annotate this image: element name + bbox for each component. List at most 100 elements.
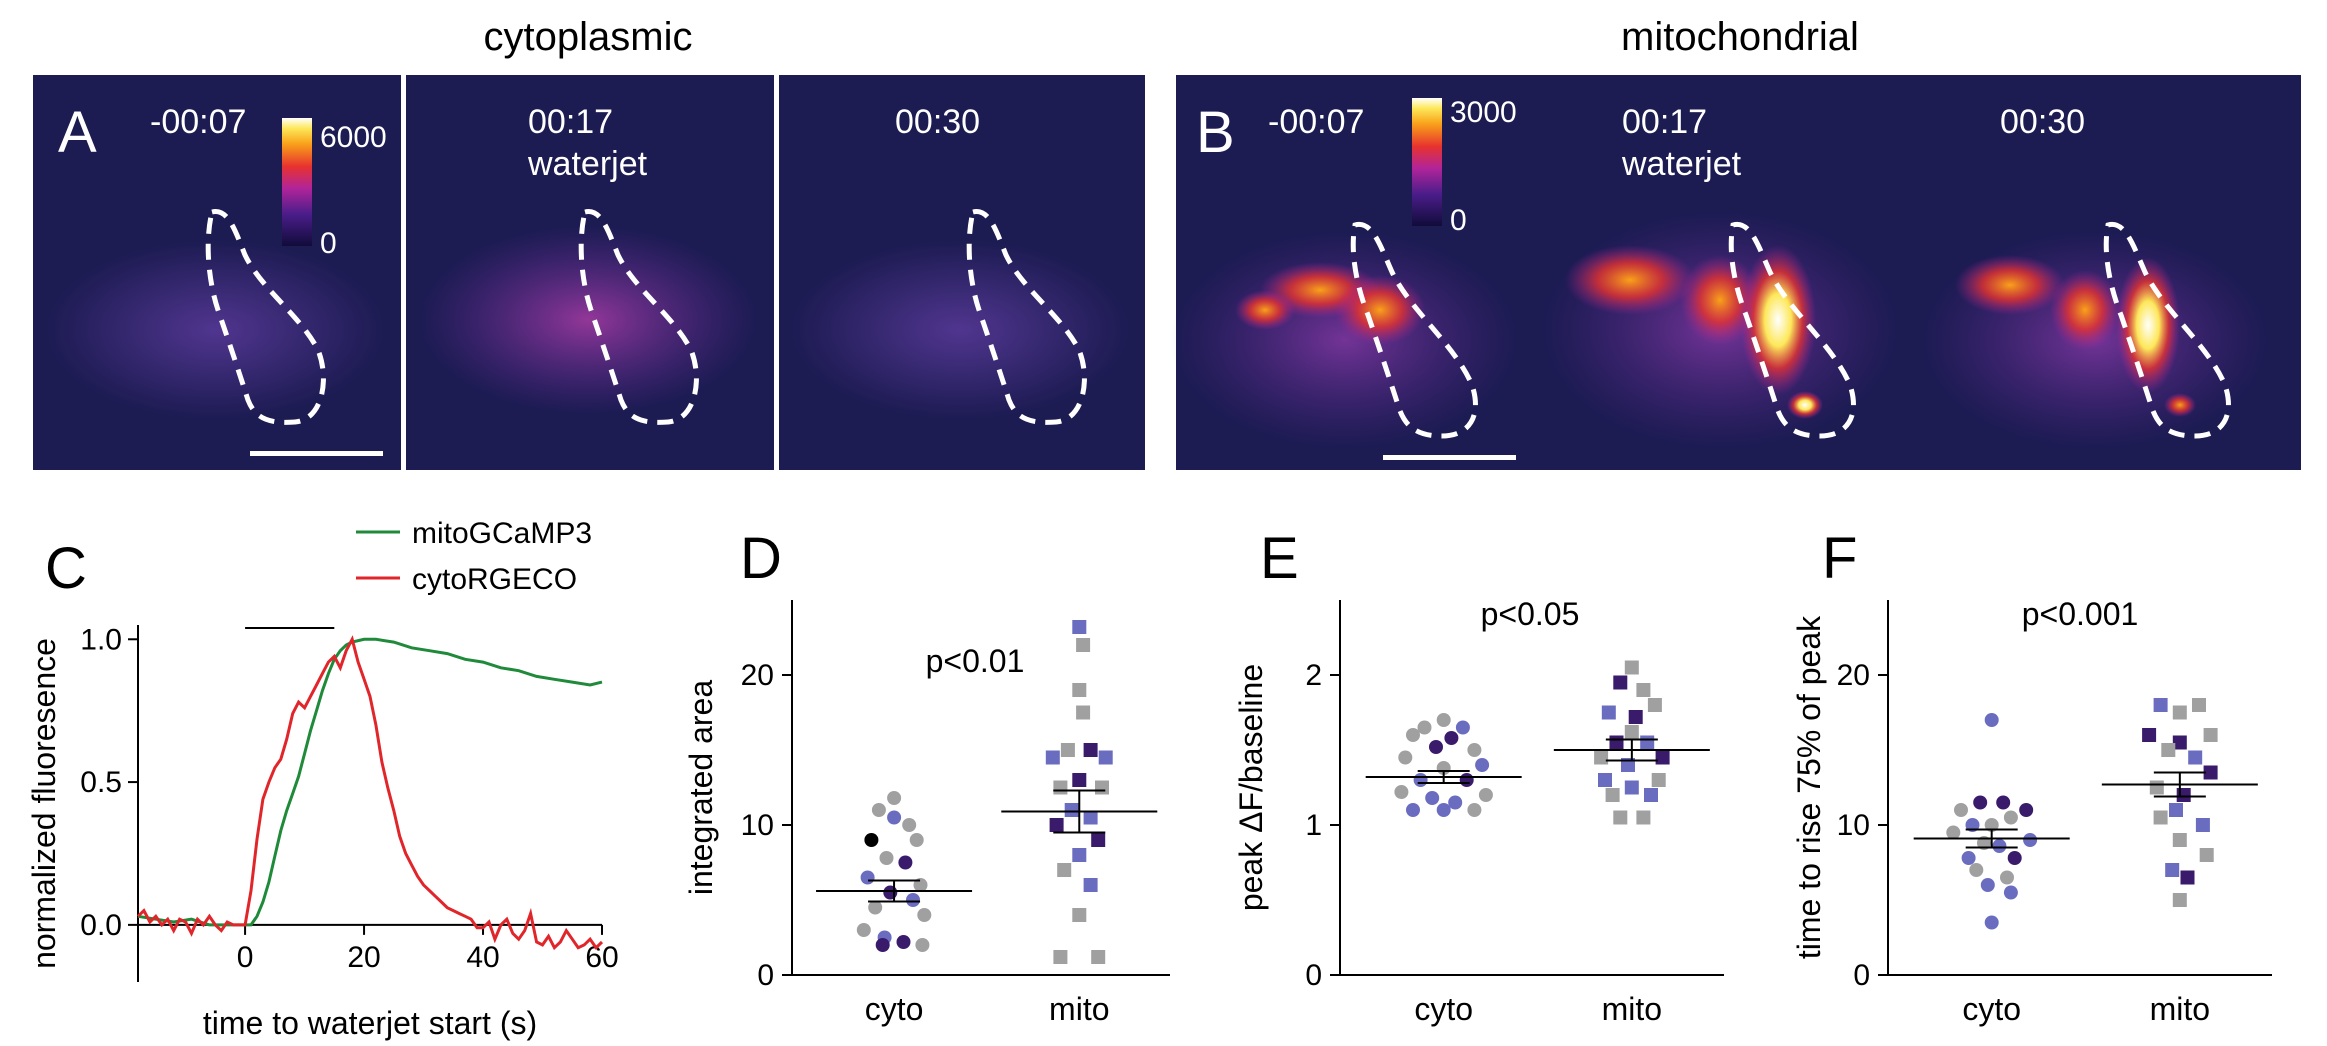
data-point xyxy=(1413,773,1428,787)
data-point xyxy=(1647,698,1662,712)
data-point xyxy=(2203,765,2218,780)
data-point xyxy=(1083,878,1098,892)
y-tick-label: 0 xyxy=(1853,959,1870,992)
data-point xyxy=(2172,833,2187,847)
data-point xyxy=(871,803,886,817)
data-point xyxy=(887,810,902,825)
data-point xyxy=(2003,885,2018,900)
data-point xyxy=(2142,728,2157,742)
data-point xyxy=(1072,620,1087,634)
panel-e: E 0 1 2 cyto mito p<0.05 peak ΔF/baseline xyxy=(1233,526,1724,1027)
panel-letter-c: C xyxy=(45,536,87,601)
data-point xyxy=(1992,839,2007,853)
data-point xyxy=(879,851,894,865)
data-point xyxy=(2199,848,2214,862)
category-label: cyto xyxy=(1962,991,2021,1027)
category-label: cyto xyxy=(1414,991,1473,1027)
data-point xyxy=(2176,788,2191,802)
line-chart: 0.0 0.5 1.0 0 20 40 60 time to waterjet start (… xyxy=(26,623,619,1041)
data-point xyxy=(1467,743,1482,757)
x-tick-label: 40 xyxy=(466,941,499,974)
data-point xyxy=(1406,803,1420,817)
data-point xyxy=(1969,863,1984,877)
panel-f: F 0 10 20 cyto mito p<0.001 time to rise 75% o… xyxy=(1791,526,2272,1027)
data-point xyxy=(1072,683,1087,697)
cell-outline-dashed xyxy=(1728,221,1856,439)
mito-hotspot xyxy=(1680,255,1760,345)
title-cytoplasmic: cytoplasmic xyxy=(484,15,693,59)
scatter-chart: 0 1 2 cyto mito p<0.05 peak ΔF/baseline xyxy=(1233,596,1724,1027)
data-point xyxy=(1628,710,1643,724)
data-point xyxy=(1045,750,1060,765)
category-label: mito xyxy=(1049,991,1109,1027)
data-point xyxy=(2000,870,2014,885)
data-point xyxy=(1083,810,1098,825)
data-point xyxy=(1091,833,1106,847)
cell-outline-dashed xyxy=(578,209,699,425)
cell-outline-dashed xyxy=(1350,221,1478,439)
data-point xyxy=(856,923,871,937)
data-point xyxy=(2003,810,2018,825)
category-label: mito xyxy=(2150,991,2210,1027)
cell-glow xyxy=(45,240,385,420)
y-axis-label: integrated area xyxy=(683,680,719,895)
category-label: cyto xyxy=(865,991,924,1027)
data-point xyxy=(2188,750,2203,765)
data-point xyxy=(1053,950,1068,964)
colorbar-b-min: 0 xyxy=(1450,204,1467,237)
data-point xyxy=(896,935,911,949)
data-point xyxy=(906,893,920,907)
data-point xyxy=(1613,810,1628,825)
data-point xyxy=(2169,803,2183,817)
data-point xyxy=(1448,795,1463,810)
data-point xyxy=(1613,675,1628,690)
panel-a-time-3: 00:30 xyxy=(895,103,980,141)
data-point xyxy=(1459,773,1474,787)
colorbar-a xyxy=(282,118,312,246)
panel-a-time-1: -00:07 xyxy=(150,103,246,141)
data-point xyxy=(1655,750,1670,765)
scale-bar-b xyxy=(1383,455,1516,460)
data-point xyxy=(1060,743,1075,757)
data-point xyxy=(1640,735,1655,750)
data-point xyxy=(2161,743,2176,757)
data-point xyxy=(1605,788,1620,802)
mito-hotspot xyxy=(1740,245,1816,395)
data-point xyxy=(1425,791,1440,805)
data-point xyxy=(2172,705,2187,720)
data-point xyxy=(1064,803,1079,817)
mito-hotspot xyxy=(2116,257,2180,393)
data-point xyxy=(1954,803,1968,817)
data-point xyxy=(864,833,879,847)
data-point xyxy=(1417,720,1432,735)
scale-bar-a xyxy=(250,451,383,456)
data-point xyxy=(1053,780,1068,795)
data-point xyxy=(1609,735,1624,750)
data-point xyxy=(2023,833,2038,847)
panel-c: C 0.0 0.5 1.0 0 20 40 60 time to waterjet start… xyxy=(26,517,619,1041)
panel-d: D 0 10 20 cyto mito p<0.01 integrated area xyxy=(683,526,1170,1027)
data-point xyxy=(1406,728,1420,742)
legend: mitoGCaMP3 cytoRGECO xyxy=(356,517,592,596)
data-point xyxy=(1946,825,1961,840)
data-point xyxy=(1049,818,1064,832)
data-point xyxy=(1984,713,1999,727)
mito-hotspot xyxy=(2050,270,2120,350)
data-point xyxy=(2172,893,2187,907)
panel-a: A -00:07 00:17 waterjet 00:30 6000 0 xyxy=(33,75,1145,470)
data-point xyxy=(887,791,902,805)
data-point xyxy=(2019,803,2034,817)
x-axis-label: time to waterjet start (s) xyxy=(203,1005,537,1041)
y-tick-label: 10 xyxy=(1837,809,1870,842)
panel-b-note-2: waterjet xyxy=(1621,145,1742,183)
data-point xyxy=(1072,773,1087,787)
y-axis-label: time to rise 75% of peak xyxy=(1791,615,1827,959)
cell-glow xyxy=(790,240,1130,420)
y-tick-label: 10 xyxy=(741,809,774,842)
data-point xyxy=(875,938,890,952)
data-point xyxy=(1072,908,1087,922)
data-point xyxy=(883,885,898,900)
data-point xyxy=(1624,725,1639,739)
data-point xyxy=(1636,683,1651,697)
